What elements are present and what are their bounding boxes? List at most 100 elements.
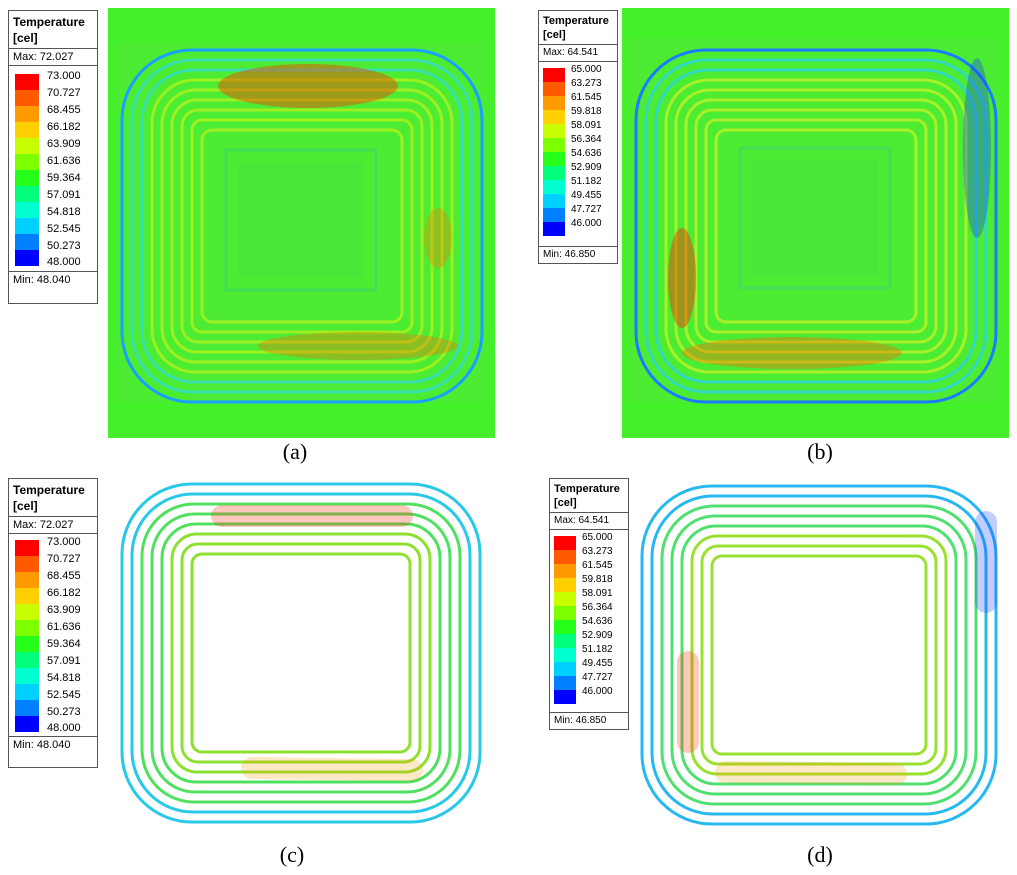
hot-spot-bottom: [258, 332, 458, 360]
tick-label: 47.727: [582, 672, 613, 683]
coil-turn: [120, 48, 484, 404]
legend-max: Max: 72.027: [9, 517, 97, 534]
tick-label: 54.818: [47, 206, 81, 218]
coil-turn: [700, 544, 938, 766]
swatch: [543, 222, 565, 236]
tick-label: 52.909: [571, 162, 602, 173]
swatch: [543, 208, 565, 222]
tick-label: 63.909: [47, 138, 81, 150]
tick-label: 56.364: [582, 602, 613, 613]
coil-turns: [120, 48, 484, 404]
field-plot-a: [108, 8, 495, 438]
tick-label: 48.000: [47, 256, 81, 268]
coil-turn: [130, 58, 474, 394]
tick-label: 57.091: [47, 189, 81, 201]
tick-label: 61.636: [47, 621, 81, 633]
coil-turn: [650, 494, 988, 816]
swatch: [554, 564, 576, 578]
swatch: [15, 572, 39, 588]
hot-spot-right: [424, 208, 452, 268]
coil-turn: [664, 78, 968, 374]
legend-title: Temperature [cel]: [539, 11, 617, 45]
swatch: [543, 110, 565, 124]
tick-label: 46.000: [582, 686, 613, 697]
tick-label: 47.727: [571, 204, 602, 215]
field-plot-b: [622, 8, 1009, 438]
hot-spot-left: [668, 228, 696, 328]
tick-label: 66.182: [47, 121, 81, 133]
tick-label: 70.727: [47, 553, 81, 565]
legend-max: Max: 72.027: [9, 49, 97, 66]
tick-label: 50.273: [47, 240, 81, 252]
tick-label: 59.364: [47, 172, 81, 184]
tick-label: 59.364: [47, 638, 81, 650]
tick-label: 58.091: [571, 120, 602, 131]
swatch: [543, 194, 565, 208]
swatch: [15, 186, 39, 202]
coil-turn: [680, 524, 958, 786]
hot-streak: [715, 761, 907, 785]
coil-turn: [644, 58, 988, 394]
swatch: [15, 540, 39, 556]
swatch: [15, 90, 39, 106]
coil-turn: [660, 504, 978, 806]
tick-label: 51.182: [582, 644, 613, 655]
coil-turn: [654, 68, 978, 384]
coil-turn: [170, 98, 434, 354]
swatch: [15, 556, 39, 572]
hot-spot-top: [218, 64, 398, 108]
legend-scale: 65.000 63.273 61.545 59.818 58.091 56.36…: [550, 530, 628, 712]
tick-label: 50.273: [47, 706, 81, 718]
cold-spot-right: [963, 58, 991, 238]
coil-turn: [150, 78, 454, 374]
legend-min: Min: 46.850: [550, 712, 628, 729]
legend-scale: 73.000 70.727 68.455 66.182 63.909 61.63…: [9, 534, 97, 736]
tick-label: 61.545: [582, 560, 613, 571]
swatch: [554, 662, 576, 676]
tick-label: 73.000: [47, 70, 81, 82]
swatch: [15, 716, 39, 732]
swatch: [15, 684, 39, 700]
swatch: [554, 676, 576, 690]
coil-turns: [640, 484, 998, 826]
coil-turn: [150, 512, 452, 794]
tick-label: 46.000: [571, 218, 602, 229]
tick-label: 66.182: [47, 587, 81, 599]
tick-label: 52.545: [47, 223, 81, 235]
coil-turn: [140, 502, 462, 804]
coil-turns: [634, 48, 998, 404]
coil-turn: [714, 128, 918, 324]
swatch: [543, 152, 565, 166]
tick-label: 70.727: [47, 87, 81, 99]
swatch: [554, 690, 576, 704]
coil-turn: [694, 108, 938, 344]
legend-min: Min: 48.040: [9, 736, 97, 753]
legend-scale: 73.000 70.727 68.455 66.182 63.909 61.63…: [9, 66, 97, 271]
swatch: [15, 700, 39, 716]
legend-title: Temperature [cel]: [9, 11, 97, 49]
swatch: [15, 138, 39, 154]
swatch: [543, 68, 565, 82]
tick-label: 48.000: [47, 722, 81, 734]
hot-spots: [218, 64, 458, 360]
caption-d: (d): [807, 842, 833, 867]
coil-turn: [160, 88, 444, 364]
tick-label: 73.000: [47, 536, 81, 548]
coil-turn: [640, 484, 998, 826]
hot-spot-bottom: [682, 337, 902, 369]
coil-turn: [190, 552, 412, 754]
coil-zone-core: [238, 162, 364, 278]
coil-turn: [180, 542, 422, 764]
coil-turn: [670, 514, 968, 796]
tick-label: 52.545: [47, 689, 81, 701]
coil-turn: [120, 482, 482, 824]
tick-label: 54.636: [582, 616, 613, 627]
legend-max: Max: 64.541: [550, 513, 628, 530]
coil-turn: [130, 492, 472, 814]
swatch: [15, 652, 39, 668]
tick-label: 63.273: [571, 78, 602, 89]
swatch: [543, 124, 565, 138]
tick-label: 57.091: [47, 655, 81, 667]
coil-plot-d: [640, 484, 998, 826]
coil-turn: [710, 554, 928, 756]
